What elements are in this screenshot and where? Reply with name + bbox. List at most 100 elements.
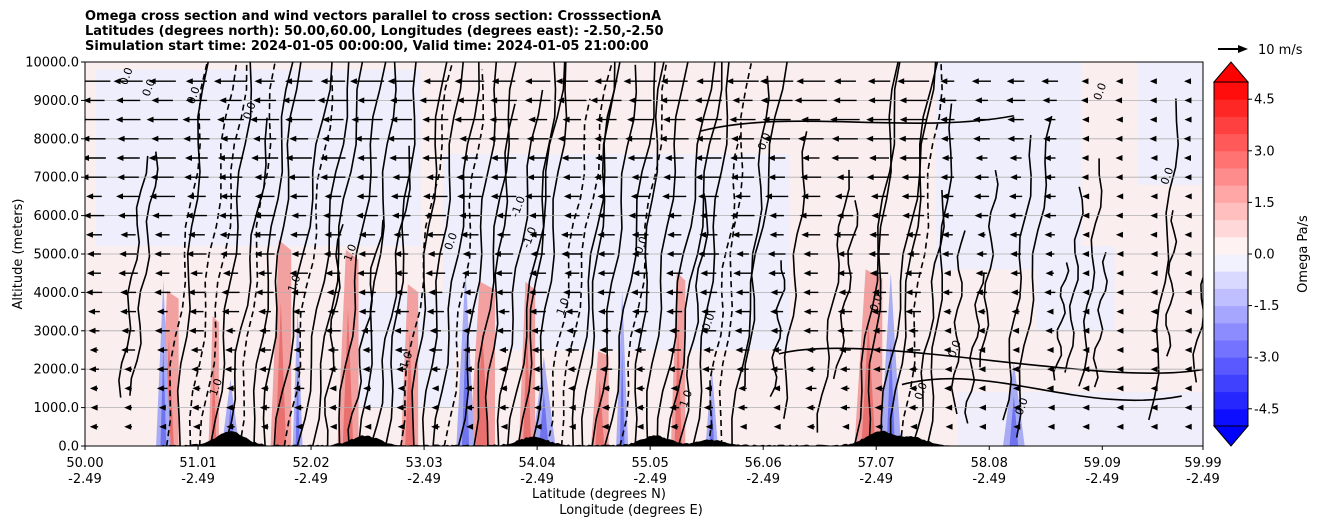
omega-contour-line — [1148, 98, 1180, 421]
wind-vector — [1011, 308, 1020, 315]
wind-vector — [601, 327, 611, 334]
wind-vector — [1012, 327, 1020, 334]
wind-vector — [978, 385, 986, 392]
wind-vector — [974, 97, 988, 104]
wind-vector — [392, 174, 410, 181]
wind-vector — [465, 404, 474, 411]
wind-vector — [500, 423, 508, 430]
wind-vector — [117, 135, 139, 142]
wind-vector — [1150, 289, 1158, 296]
wind-vector — [426, 174, 445, 181]
wind-vector — [154, 251, 171, 257]
y-tick-label: 4000.0 — [34, 286, 80, 301]
wind-vector — [156, 308, 168, 315]
y-tick-label: 8000.0 — [34, 132, 80, 147]
wind-vector — [496, 231, 511, 238]
omega-negative-core — [539, 392, 549, 446]
wind-vector — [873, 347, 885, 353]
wind-vector — [285, 116, 313, 123]
contour-label: 1.0 — [554, 296, 572, 317]
wind-vector — [363, 404, 371, 411]
wind-vector — [945, 423, 953, 430]
omega-contour-line — [591, 64, 638, 446]
wind-vector — [89, 347, 99, 353]
wind-vector — [871, 212, 887, 219]
wind-vector — [1082, 212, 1090, 219]
wind-vector — [837, 327, 853, 334]
wind-vector — [830, 116, 860, 123]
wind-vector — [1115, 116, 1123, 123]
wind-vector — [1150, 347, 1158, 353]
wind-vector — [1081, 174, 1089, 181]
wind-vector — [1150, 366, 1158, 373]
wind-vector — [464, 385, 475, 392]
wind-vector — [944, 385, 952, 392]
wind-vector — [866, 116, 892, 123]
wind-vector — [771, 347, 782, 353]
wind-vector — [1184, 193, 1192, 200]
wind-vector — [840, 404, 850, 411]
wind-vector — [905, 289, 921, 296]
wind-vector — [943, 347, 951, 353]
wind-vector — [358, 231, 376, 238]
wind-vector — [258, 308, 271, 315]
wind-vector — [700, 327, 717, 334]
wind-vector — [1116, 270, 1124, 277]
wind-vector — [1184, 385, 1192, 392]
wind-vector — [701, 308, 716, 315]
wind-vector — [121, 327, 135, 334]
colorbar-level — [1214, 82, 1248, 100]
wind-vector — [422, 135, 449, 142]
omega-contour-line — [744, 75, 770, 387]
wind-vector — [667, 231, 682, 238]
wind-vector — [1184, 78, 1192, 85]
wind-vector — [295, 423, 303, 430]
omega-contour-line — [546, 98, 591, 446]
wind-vector — [120, 308, 137, 315]
y-tick-label: 6000.0 — [34, 209, 80, 224]
omega-patch-blue — [1136, 62, 1203, 185]
wind-vector — [597, 193, 615, 200]
wind-vector — [124, 366, 132, 373]
wind-vector — [459, 135, 480, 142]
wind-vector — [770, 308, 784, 315]
wind-vector — [358, 289, 376, 296]
x-tick-label-lon: -2.49 — [746, 472, 780, 487]
wind-vector — [770, 289, 783, 296]
wind-vector — [257, 270, 272, 277]
wind-vector — [427, 251, 443, 257]
wind-vector — [663, 116, 686, 123]
omega-contour-line — [911, 189, 945, 446]
wind-vector — [904, 270, 922, 277]
wind-vector — [670, 423, 679, 430]
wind-vector — [425, 270, 446, 277]
wind-vector — [88, 308, 100, 315]
wind-vector — [396, 404, 406, 411]
omega-contour-line — [1002, 134, 1032, 421]
omega-positive-core — [342, 308, 354, 446]
wind-vector — [464, 308, 475, 315]
wind-vector — [1082, 193, 1090, 200]
terrain-silhouette — [85, 430, 1203, 446]
wind-vector — [156, 366, 168, 373]
x-tick-label-lat: 50.00 — [66, 456, 103, 471]
wind-vector — [88, 366, 99, 373]
wind-vector — [1081, 155, 1089, 161]
wind-vector — [532, 385, 544, 392]
wind-vector — [842, 423, 850, 430]
wind-vector — [943, 270, 951, 277]
wind-vector — [1046, 347, 1054, 353]
wind-vector — [184, 155, 208, 161]
wind-vector — [360, 327, 374, 334]
wind-vector — [260, 423, 269, 430]
wind-vector — [150, 174, 174, 181]
colorbar-tick-label: -3.0 — [1254, 351, 1279, 366]
omega-negative-core — [295, 362, 300, 446]
wind-vector — [1082, 347, 1090, 353]
wind-vector — [182, 116, 211, 123]
wind-vector — [627, 116, 654, 123]
wind-vector — [599, 347, 613, 353]
wind-vector — [1150, 251, 1158, 257]
wind-vector — [498, 404, 509, 411]
wind-vector — [663, 174, 686, 181]
